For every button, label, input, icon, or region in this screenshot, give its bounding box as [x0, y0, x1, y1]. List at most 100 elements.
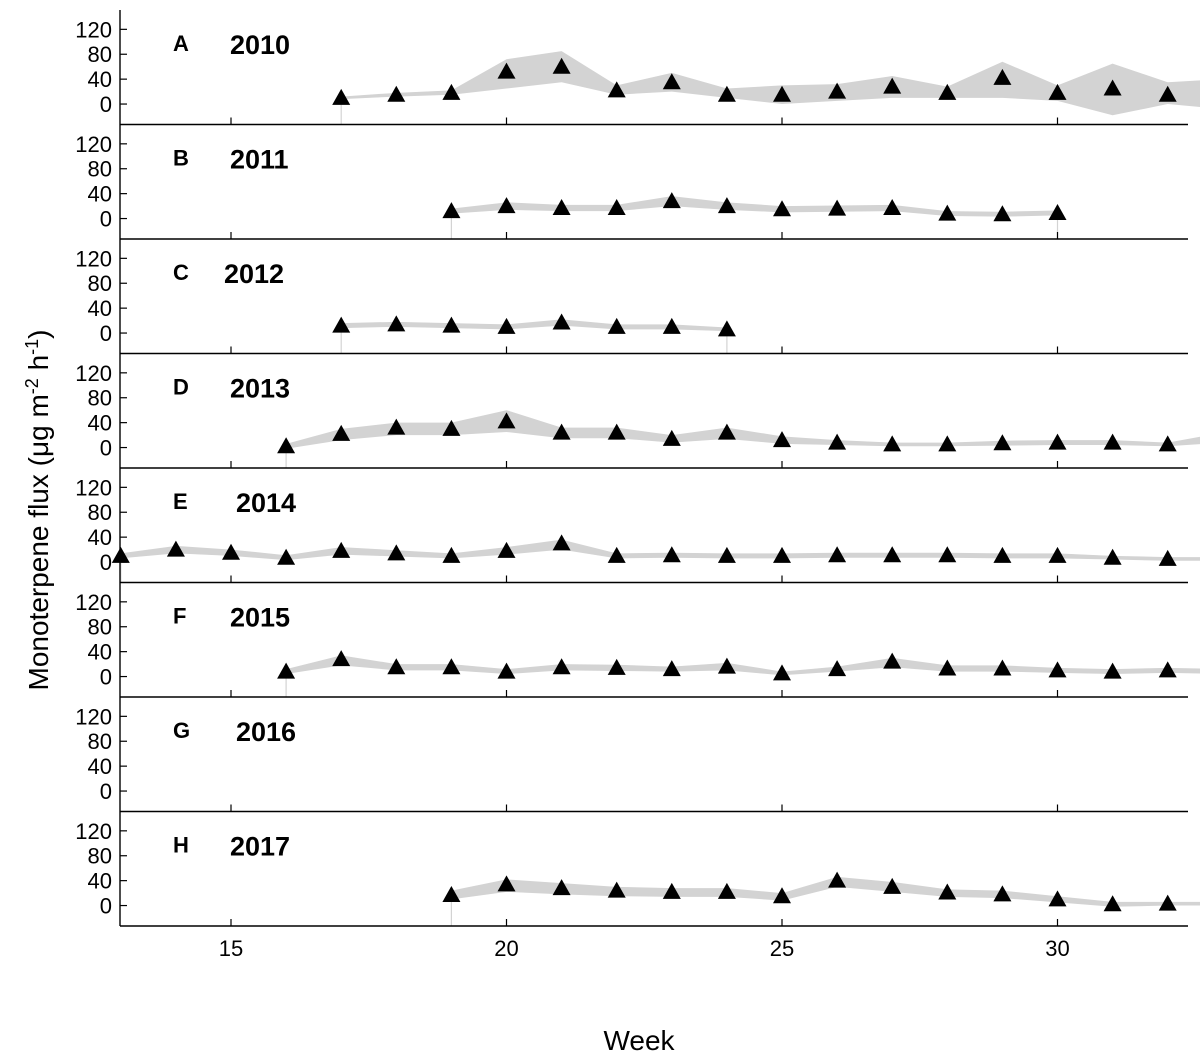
data-point-marker — [717, 657, 736, 674]
data-point-marker — [773, 546, 791, 563]
data-point-marker — [1103, 433, 1122, 450]
y-tick-label: 120 — [75, 17, 112, 42]
data-point-marker — [277, 662, 296, 679]
y-tick-label: 80 — [88, 271, 112, 296]
data-point-marker — [387, 658, 406, 675]
panel-letter: H — [173, 833, 189, 858]
data-point-marker — [883, 198, 902, 215]
data-point-marker — [828, 433, 847, 450]
data-point-marker — [662, 882, 681, 899]
y-tick-label: 0 — [100, 321, 112, 346]
data-point-marker — [828, 82, 847, 99]
data-point-marker — [717, 546, 736, 563]
panel-letter: C — [173, 260, 189, 285]
x-tick-label: 25 — [770, 936, 794, 961]
data-point-marker — [993, 68, 1012, 85]
uncertainty-band — [341, 51, 1200, 116]
data-point-marker — [442, 546, 461, 563]
data-point-marker — [607, 317, 626, 334]
y-tick-label: 120 — [75, 704, 112, 729]
data-point-marker — [717, 85, 736, 102]
data-point-marker — [166, 540, 185, 557]
data-point-marker — [662, 192, 681, 209]
y-tick-label: 0 — [100, 779, 112, 804]
data-point-marker — [111, 546, 130, 563]
data-point-marker — [717, 423, 736, 440]
y-tick-label: 0 — [100, 665, 112, 690]
y-axis-title-end: ) — [23, 330, 54, 339]
data-point-marker — [497, 62, 516, 79]
panel-letter: G — [173, 718, 190, 743]
panel-year: 2016 — [236, 717, 296, 747]
y-tick-label: 0 — [100, 550, 112, 575]
data-point-marker — [1048, 546, 1067, 563]
data-point-marker — [773, 200, 791, 217]
panel-letter: F — [173, 604, 186, 629]
data-point-marker — [938, 883, 957, 900]
data-point-marker — [442, 658, 461, 675]
data-point-marker — [607, 198, 626, 215]
y-tick-label: 120 — [75, 361, 112, 386]
data-point-marker — [607, 881, 626, 898]
data-point-marker — [717, 882, 736, 899]
y-tick-label: 40 — [88, 640, 112, 665]
data-point-marker — [1048, 203, 1067, 220]
data-point-marker — [442, 419, 461, 436]
data-point-marker — [387, 544, 406, 561]
data-point-marker — [938, 546, 957, 563]
panel-year: 2010 — [230, 30, 290, 60]
y-tick-label: 80 — [88, 500, 112, 525]
panel-year: 2015 — [230, 603, 290, 633]
data-point-marker — [828, 660, 847, 677]
data-point-marker — [1103, 895, 1122, 912]
data-point-marker — [662, 546, 681, 563]
x-axis: 15202530354045 — [219, 936, 1070, 961]
uncertainty-band — [341, 319, 727, 332]
data-point-marker — [662, 660, 681, 677]
y-tick-label: 40 — [88, 411, 112, 436]
y-tick-label: 0 — [100, 894, 112, 919]
data-point-marker — [607, 546, 626, 563]
x-tick-label: 15 — [219, 936, 243, 961]
y-tick-label: 120 — [75, 246, 112, 271]
data-point-marker — [442, 83, 461, 100]
data-point-marker — [497, 875, 516, 892]
data-point-marker — [552, 313, 571, 330]
data-point-marker — [607, 658, 626, 675]
data-point-marker — [332, 88, 351, 105]
data-point-marker — [387, 315, 406, 332]
data-point-marker — [552, 879, 571, 896]
y-tick-label: 120 — [75, 475, 112, 500]
data-point-marker — [828, 871, 847, 888]
y-axis-title-exp2: -1 — [22, 339, 42, 355]
panel-year: 2012 — [224, 259, 284, 289]
data-point-marker — [552, 57, 571, 74]
y-tick-label: 80 — [88, 729, 112, 754]
panel-year: 2017 — [230, 832, 290, 862]
data-point-marker — [773, 664, 791, 681]
data-point-marker — [883, 652, 902, 669]
data-point-marker — [883, 435, 902, 452]
data-point-marker — [883, 77, 902, 94]
data-point-marker — [773, 887, 791, 904]
y-tick-label: 40 — [88, 754, 112, 779]
x-tick-label: 30 — [1045, 936, 1069, 961]
data-point-marker — [993, 205, 1012, 222]
data-point-marker — [1158, 85, 1177, 102]
data-point-marker — [828, 199, 847, 216]
y-tick-label: 80 — [88, 615, 112, 640]
panel-year: 2014 — [236, 488, 296, 518]
y-axis-title-exp1: -2 — [22, 378, 42, 394]
data-point-marker — [1103, 548, 1122, 565]
data-point-marker — [1158, 549, 1177, 566]
data-point-marker — [1048, 661, 1067, 678]
y-tick-label: 0 — [100, 92, 112, 117]
data-point-marker — [883, 546, 902, 563]
x-tick-label: 20 — [494, 936, 518, 961]
